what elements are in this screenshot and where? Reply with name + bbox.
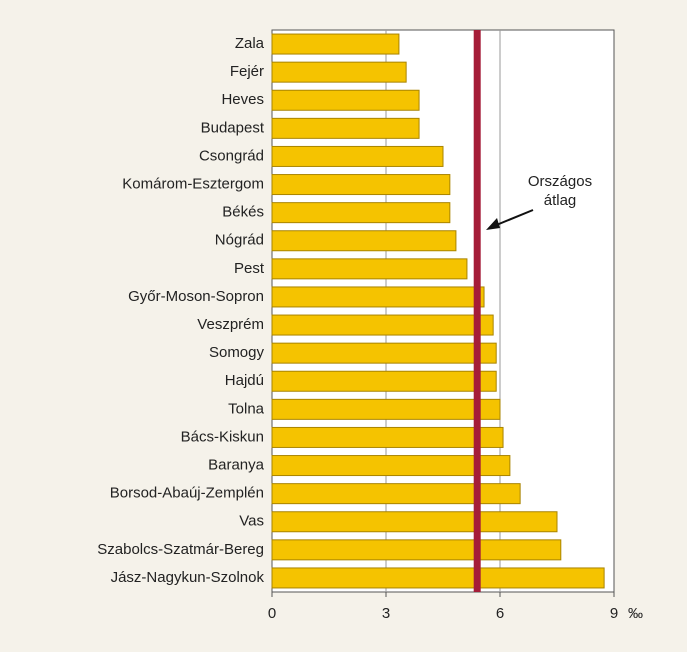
y-tick-label: Vas (239, 513, 264, 530)
bar (271, 314, 494, 336)
y-tick-label: Komárom-Esztergom (122, 176, 264, 193)
bar (271, 370, 497, 392)
bar (271, 426, 504, 448)
annotation-arrow (493, 209, 534, 227)
bar (271, 174, 451, 196)
x-tick-label: 3 (382, 605, 390, 622)
x-unit: ‰ (628, 605, 643, 622)
annotation: átlag (544, 192, 577, 209)
y-tick-label: Heves (221, 91, 264, 108)
y-tick-label: Csongrád (199, 147, 264, 164)
y-tick-label: Pest (234, 260, 265, 277)
y-tick-label: Budapest (201, 119, 265, 136)
y-tick-label: Baranya (208, 457, 265, 474)
bar (271, 117, 420, 139)
bar (271, 202, 451, 224)
bar (271, 539, 562, 561)
bar (271, 483, 521, 505)
bar (271, 567, 605, 589)
bar (271, 89, 420, 111)
bar (271, 61, 407, 83)
y-tick-label: Zala (235, 35, 265, 52)
bar (271, 145, 444, 167)
y-tick-label: Fejér (230, 63, 264, 80)
y-tick-label: Győr-Moson-Sopron (128, 288, 264, 305)
y-tick-label: Somogy (209, 344, 265, 361)
x-tick-label: 6 (496, 605, 504, 622)
y-tick-label: Tolna (228, 400, 265, 417)
bar (271, 455, 511, 477)
y-tick-label: Jász-Nagykun-Szolnok (111, 569, 265, 586)
y-tick-label: Szabolcs-Szatmár-Bereg (97, 541, 264, 558)
y-tick-label: Békés (222, 204, 264, 221)
bar (271, 286, 485, 308)
y-tick-label: Hajdú (225, 372, 264, 389)
x-tick-label: 9 (610, 605, 618, 622)
y-tick-label: Nógrád (215, 232, 264, 249)
bar (271, 33, 400, 55)
y-tick-label: Borsod-Abaúj-Zemplén (110, 485, 264, 502)
bar (271, 230, 457, 252)
bar (271, 398, 501, 420)
annotation-arrowhead (486, 218, 500, 230)
annotation: Országos (528, 173, 592, 190)
bar (271, 511, 558, 533)
bar (271, 258, 468, 280)
bar (271, 342, 497, 364)
x-tick-label: 0 (268, 605, 276, 622)
y-tick-label: Veszprém (197, 316, 264, 333)
y-tick-label: Bács-Kiskun (181, 428, 264, 445)
plot-area (271, 29, 615, 593)
